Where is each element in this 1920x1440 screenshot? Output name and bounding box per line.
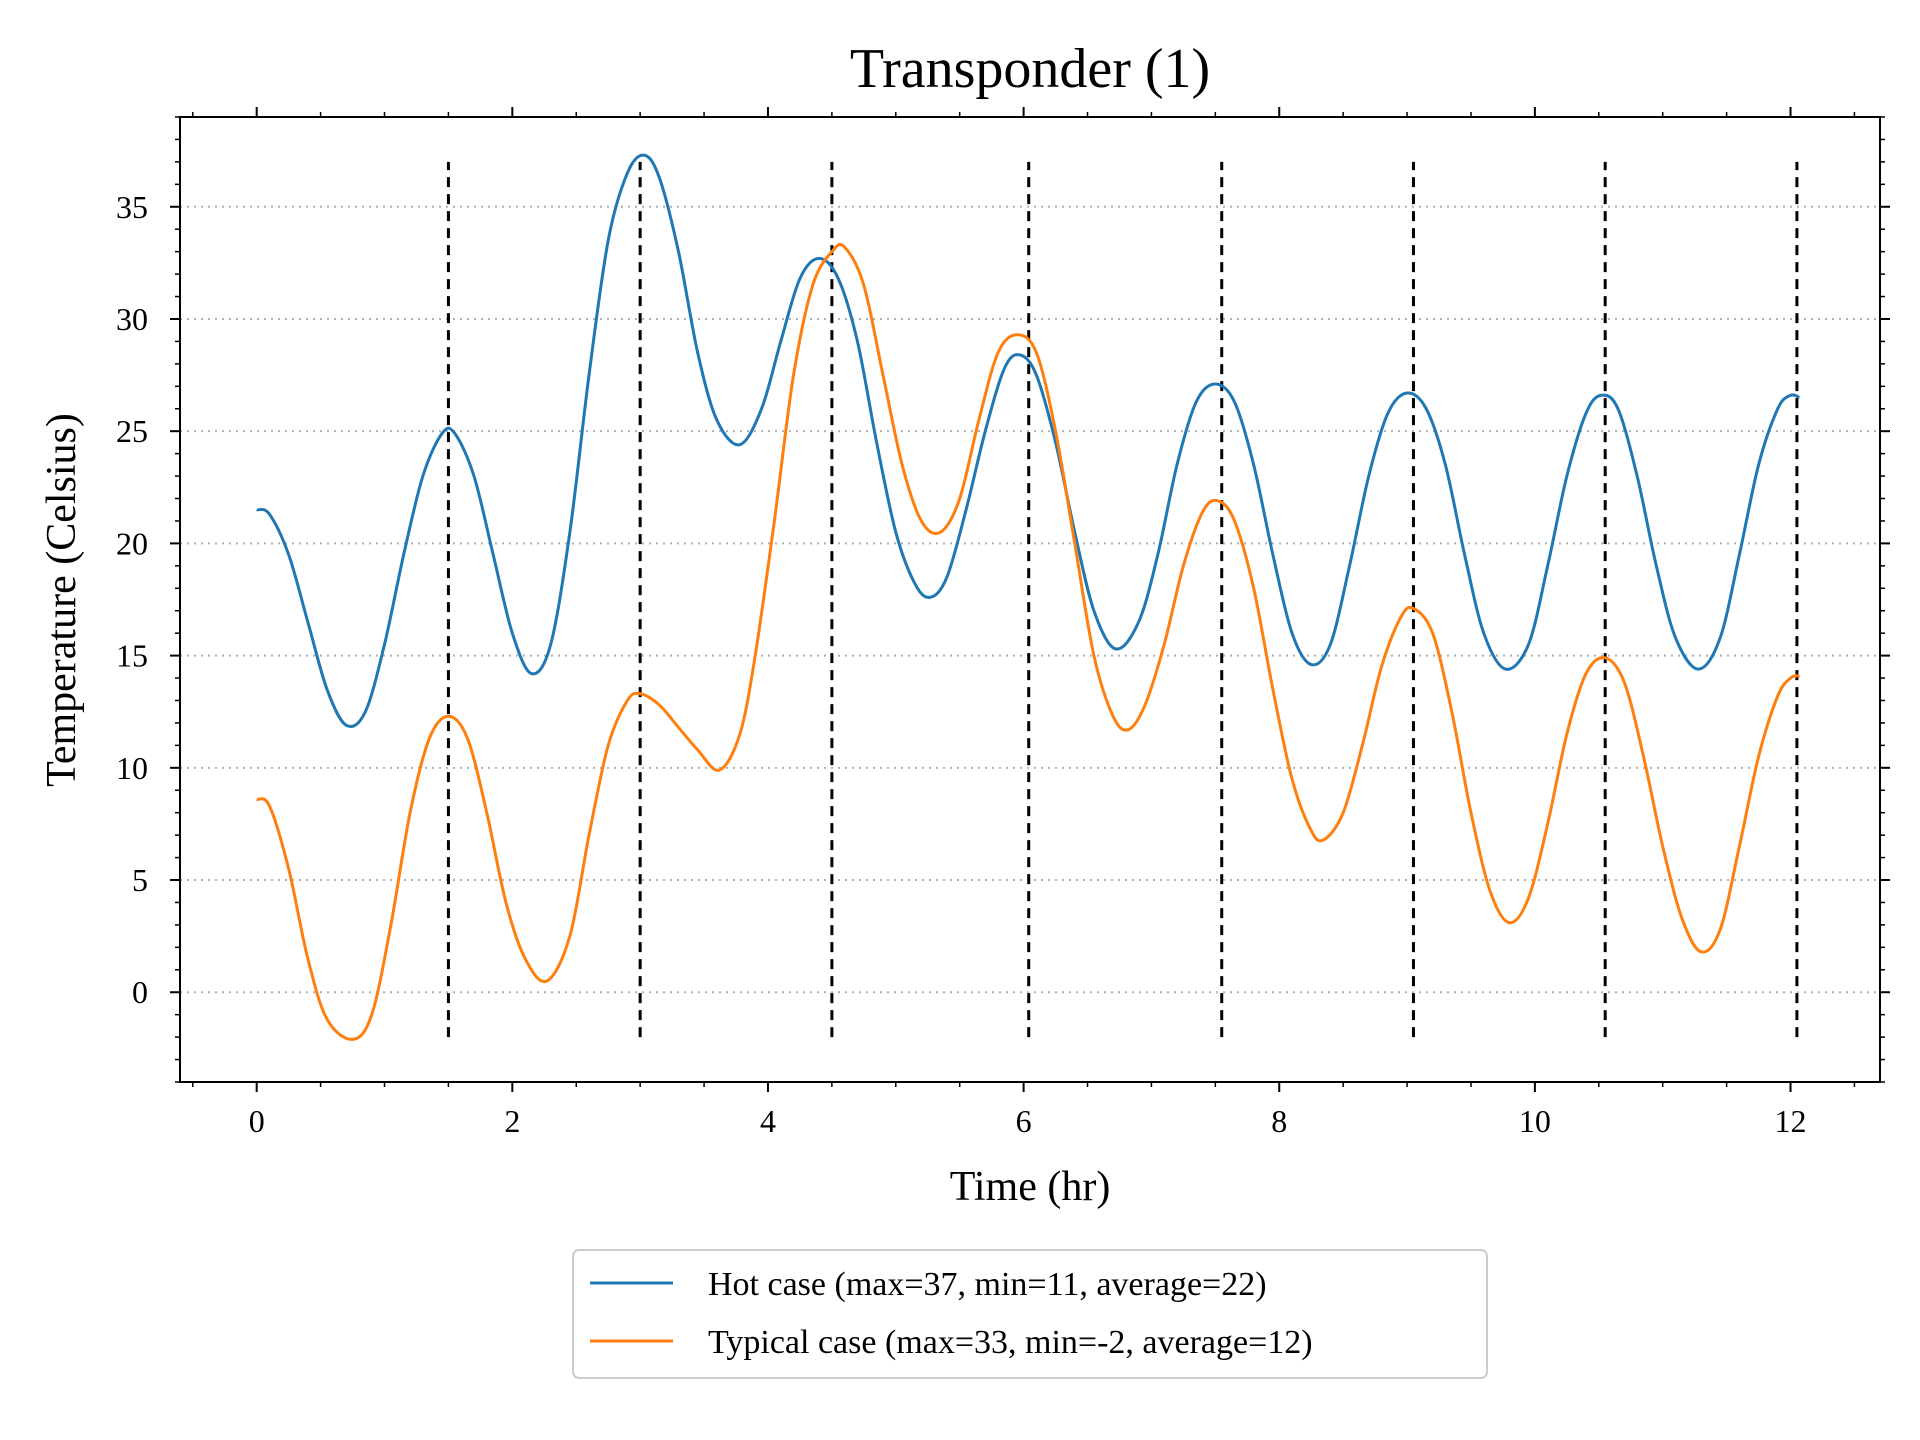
x-axis-label: Time (hr) — [950, 1164, 1111, 1210]
y-axis-label: Temperature (Celsius) — [39, 413, 85, 787]
plot-frame — [179, 116, 1881, 1083]
x-tick-label: 4 — [760, 1103, 776, 1139]
y-tick-label: 35 — [116, 189, 148, 225]
chart-title: Transponder (1) — [850, 38, 1210, 100]
y-tick-label: 30 — [116, 301, 148, 337]
x-tick-label: 8 — [1271, 1103, 1287, 1139]
y-tick-label: 5 — [132, 862, 148, 898]
x-tick-label: 2 — [504, 1103, 520, 1139]
legend-entry: Hot case (max=37, min=11, average=22) — [708, 1266, 1267, 1303]
y-tick-label: 20 — [116, 525, 148, 561]
y-tick-label: 0 — [132, 974, 148, 1010]
x-tick-label: 6 — [1016, 1103, 1032, 1139]
series-line — [256, 153, 1801, 729]
x-tick-label: 12 — [1775, 1103, 1807, 1139]
legend-box — [572, 1249, 1488, 1379]
legend-entry: Typical case (max=33, min=-2, average=12… — [708, 1324, 1313, 1361]
vertical-markers — [446, 161, 1799, 1038]
x-tick-label: 10 — [1519, 1103, 1551, 1139]
y-tick-label: 15 — [116, 638, 148, 674]
y-tick-label: 25 — [116, 413, 148, 449]
axis-ticks: 0 2 4 6 8 10 12 0 5 10 15 20 25 30 35 — [116, 107, 1890, 1139]
series-line — [255, 242, 1800, 1041]
x-tick-label: 0 — [249, 1103, 265, 1139]
y-tick-label: 10 — [116, 750, 148, 786]
series-lines — [255, 153, 1801, 1041]
legend: Hot case (max=37, min=11, average=22) Typ… — [572, 1249, 1488, 1379]
